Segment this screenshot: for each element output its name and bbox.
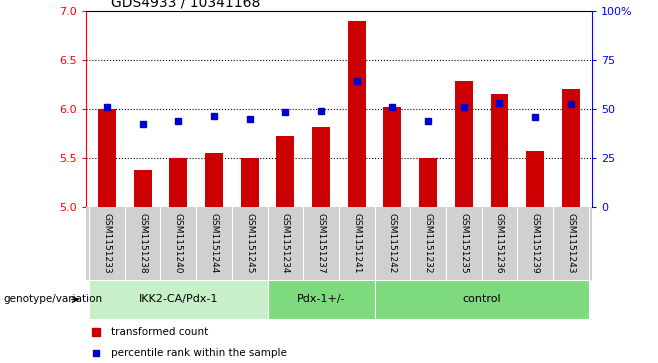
Bar (384, 107, 401, 207)
Text: percentile rank within the sample: percentile rank within the sample (111, 348, 287, 358)
Text: IKK2-CA/Pdx-1: IKK2-CA/Pdx-1 (139, 294, 218, 305)
Bar (455, 81, 472, 207)
Text: GSM1151235: GSM1151235 (459, 213, 468, 273)
Text: GSM1151237: GSM1151237 (316, 213, 326, 273)
Text: GSM1151233: GSM1151233 (103, 213, 111, 273)
Bar (562, 89, 580, 207)
Text: GSM1151240: GSM1151240 (174, 213, 183, 273)
Text: GSM1151232: GSM1151232 (424, 213, 432, 273)
Text: transformed count: transformed count (111, 327, 208, 337)
Text: GSM1151244: GSM1151244 (209, 213, 218, 273)
Text: GSM1151236: GSM1151236 (495, 213, 504, 273)
Text: Pdx-1+/-: Pdx-1+/- (297, 294, 345, 305)
Text: GSM1151245: GSM1151245 (245, 213, 254, 273)
Text: GSM1151238: GSM1151238 (138, 213, 147, 273)
Text: GSM1151242: GSM1151242 (388, 213, 397, 273)
Text: genotype/variation: genotype/variation (3, 294, 103, 305)
Text: GSM1151241: GSM1151241 (352, 213, 361, 273)
Bar (312, 127, 330, 207)
Bar (169, 158, 188, 207)
Bar (526, 151, 544, 207)
Bar (134, 170, 151, 207)
Bar (374, 280, 589, 319)
Bar (241, 158, 259, 207)
Bar (348, 21, 366, 207)
Text: GSM1151243: GSM1151243 (567, 213, 575, 273)
Text: GDS4933 / 10341168: GDS4933 / 10341168 (111, 0, 261, 10)
Bar (490, 94, 509, 207)
Bar (205, 153, 223, 207)
Bar (419, 158, 437, 207)
Bar (268, 280, 374, 319)
Bar (89, 280, 268, 319)
Text: control: control (463, 294, 501, 305)
Bar (98, 109, 116, 207)
Text: GSM1151239: GSM1151239 (530, 213, 540, 273)
Text: GSM1151234: GSM1151234 (281, 213, 290, 273)
Bar (276, 136, 294, 207)
